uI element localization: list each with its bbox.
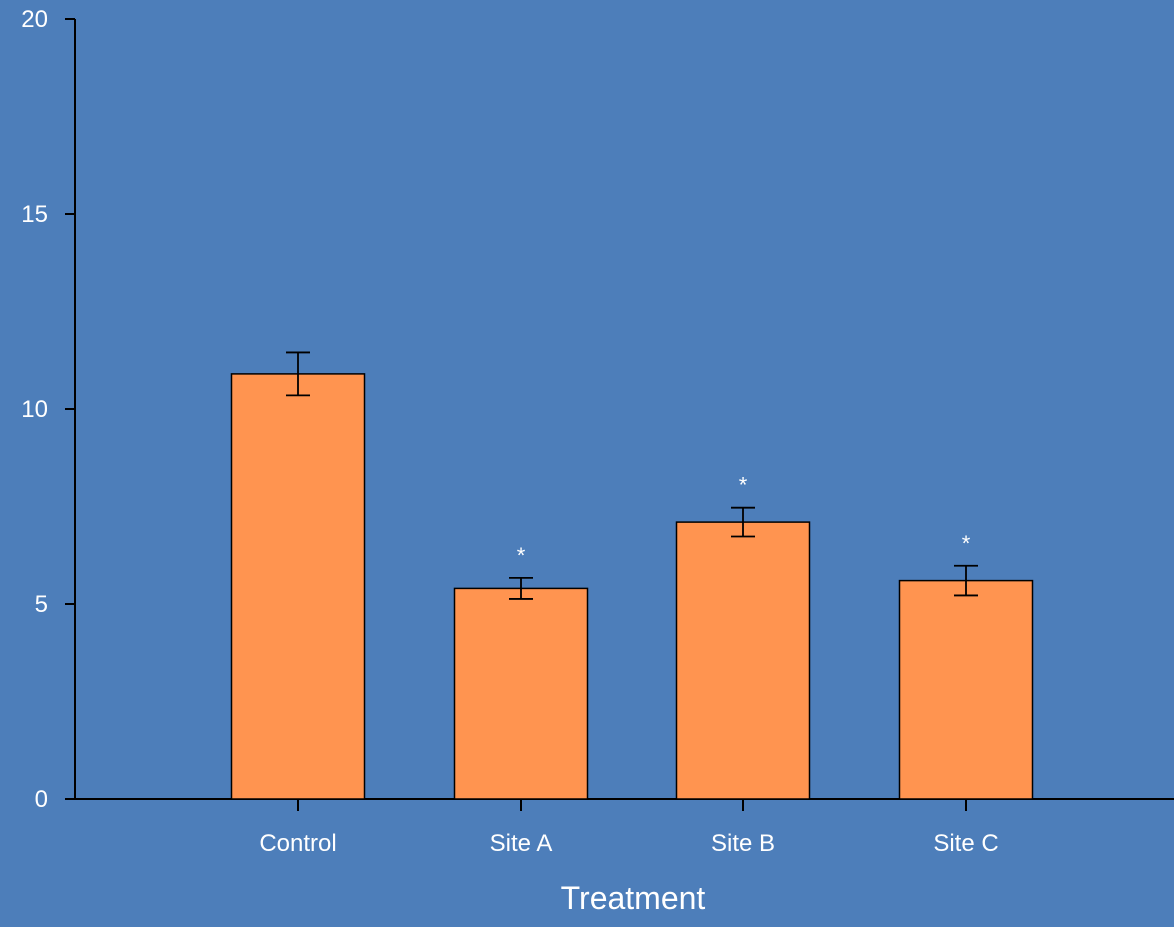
y-tick-label: 0 xyxy=(35,786,48,813)
x-tick-label: Site C xyxy=(933,830,998,857)
y-tick-label: 20 xyxy=(21,6,48,33)
x-tick-label: Site B xyxy=(711,830,775,857)
y-tick-label: 10 xyxy=(21,396,48,423)
y-axis: 0 5 10 15 20 xyxy=(21,6,76,813)
significance-marker: * xyxy=(517,543,526,568)
x-tick-label: Site A xyxy=(490,830,553,857)
bar-site-c xyxy=(898,579,1034,800)
y-tick-label: 15 xyxy=(21,201,48,228)
significance-marker: * xyxy=(962,531,971,556)
significance-marker: * xyxy=(739,473,748,498)
y-tick-label: 5 xyxy=(35,591,48,618)
x-axis: Control Site A Site B Site C xyxy=(74,798,1174,857)
bar-control xyxy=(230,373,366,800)
x-tick-label: Control xyxy=(259,830,336,857)
bar-site-b xyxy=(675,521,811,800)
bars: * * * xyxy=(230,351,1034,800)
bar-site-a xyxy=(453,587,589,800)
x-axis-title: Treatment xyxy=(561,880,706,916)
